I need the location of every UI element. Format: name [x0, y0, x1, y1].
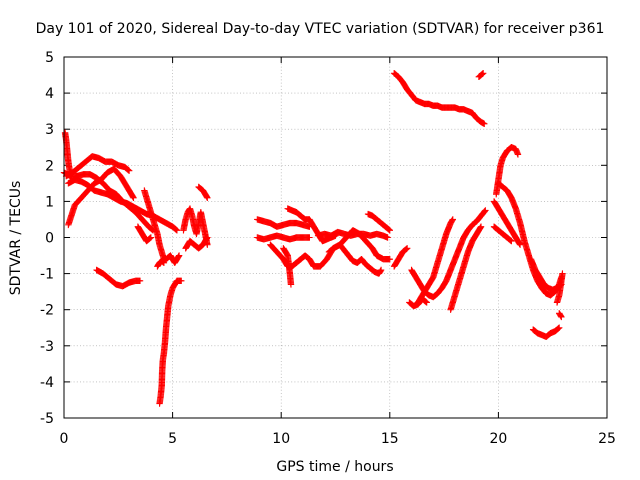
data-point-marker — [386, 255, 393, 263]
data-point-marker — [125, 166, 132, 174]
data-point-marker — [377, 266, 385, 274]
data-point-marker — [385, 225, 392, 233]
data-point-marker — [508, 237, 515, 245]
data-point-marker — [160, 259, 168, 266]
data-point-marker — [422, 298, 430, 306]
y-tick-label: 5 — [45, 50, 54, 66]
x-tick-label: 15 — [381, 431, 399, 447]
data-point-marker — [478, 71, 485, 78]
plot-frame — [63, 56, 608, 419]
data-point-marker — [554, 325, 561, 333]
data-point-marker — [149, 226, 156, 233]
data-point-marker — [147, 234, 155, 241]
y-tick-label: -2 — [40, 303, 54, 319]
data-point-marker — [159, 258, 166, 265]
data-point-marker — [385, 226, 393, 233]
data-point-marker — [130, 194, 137, 201]
x-tick-label: 0 — [60, 431, 69, 447]
data-point-marker — [514, 151, 522, 158]
data-point-marker — [175, 252, 183, 259]
data-point-marker — [386, 227, 393, 234]
y-axis-label: SDTVAR / TECUs — [8, 181, 24, 296]
data-point-marker — [125, 167, 133, 174]
data-point-marker — [423, 299, 430, 306]
data-point-marker — [403, 245, 411, 252]
chart-title: Day 101 of 2020, Sidereal Day-to-day VTE… — [36, 21, 605, 37]
y-tick-label: 0 — [45, 231, 54, 247]
data-point-marker — [555, 325, 562, 332]
data-point-marker — [481, 120, 488, 127]
data-point-marker — [178, 277, 185, 285]
data-point-marker — [146, 234, 154, 242]
data-markers — [60, 70, 566, 407]
data-point-marker — [558, 313, 565, 321]
data-point-marker — [479, 70, 487, 77]
y-tick-label: -1 — [40, 267, 54, 283]
data-point-marker — [124, 166, 131, 173]
y-tick-label: 4 — [45, 86, 54, 102]
x-tick-label: 25 — [598, 431, 616, 447]
data-point-marker — [384, 234, 391, 241]
data-point-marker — [287, 281, 295, 288]
data-point-marker — [403, 245, 410, 253]
x-tick-label: 10 — [272, 431, 290, 447]
y-tick-label: 3 — [45, 122, 54, 138]
data-point-marker — [136, 277, 144, 285]
data-point-marker — [481, 207, 488, 215]
data-point-marker — [559, 270, 566, 277]
data-point-marker — [402, 246, 409, 253]
data-point-marker — [172, 225, 179, 233]
x-tick-label: 5 — [168, 431, 177, 447]
x-tick-label: 20 — [489, 431, 507, 447]
data-point-marker — [159, 258, 167, 266]
data-point-marker — [516, 241, 524, 248]
data-point-marker — [449, 216, 456, 223]
axis-ticks: 0 5 10 15 20 25 -5 -4 -3 -2 -1 0 1 2 3 4 5 — [40, 50, 616, 447]
data-point-marker — [173, 227, 181, 234]
data-point-marker — [480, 208, 488, 216]
x-axis-label: GPS time / hours — [276, 459, 393, 475]
data-point-marker — [422, 298, 429, 305]
data-point-marker — [479, 70, 486, 78]
y-tick-label: -3 — [40, 339, 54, 355]
y-tick-label: 1 — [45, 194, 54, 210]
data-point-marker — [556, 324, 563, 331]
data-point-marker — [204, 234, 211, 241]
data-point-marker — [506, 236, 514, 244]
data-point-marker — [306, 234, 313, 241]
data-point-marker — [204, 194, 211, 201]
y-tick-label: -4 — [40, 375, 54, 391]
y-tick-label: 2 — [45, 158, 54, 174]
data-point-marker — [507, 237, 514, 244]
grid — [64, 57, 607, 418]
data-point-marker — [146, 235, 153, 242]
y-tick-label: -5 — [40, 411, 54, 427]
data-point-marker — [477, 223, 485, 230]
data-point-marker — [173, 226, 180, 233]
data-point-marker — [482, 207, 489, 214]
